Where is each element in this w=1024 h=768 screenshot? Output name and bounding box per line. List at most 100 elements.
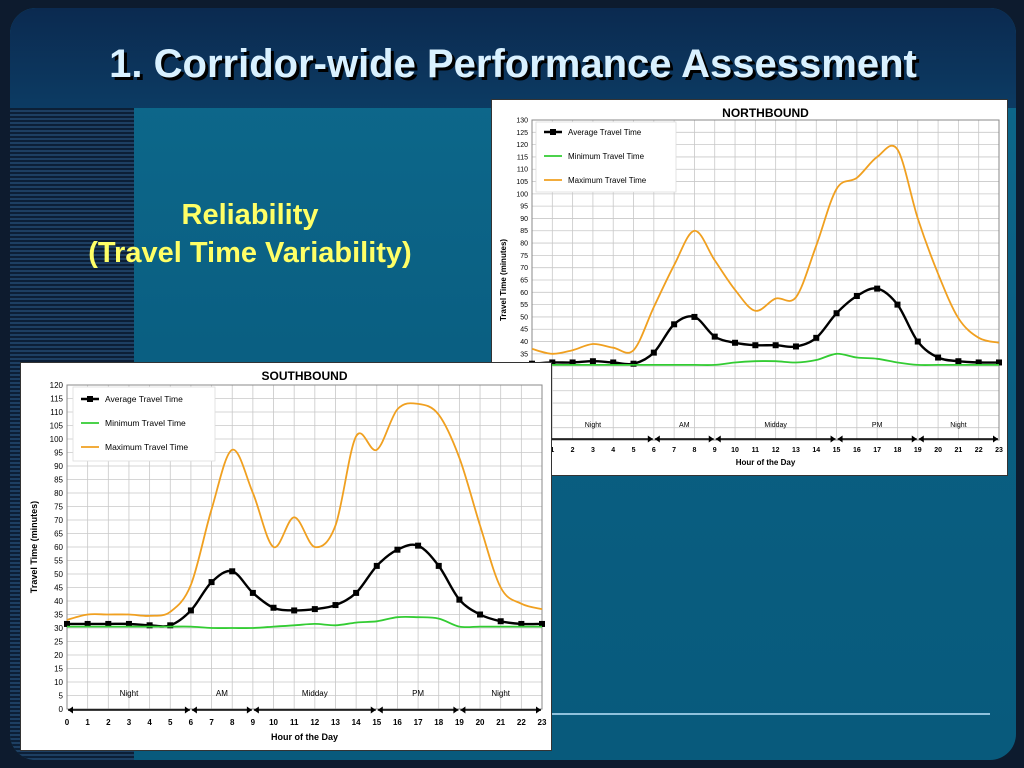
- northbound-average-marker: [792, 343, 799, 350]
- northbound-average-marker: [935, 354, 942, 361]
- southbound-average-marker: [270, 604, 277, 611]
- southbound-average-marker: [291, 607, 298, 614]
- southbound-y-tick-label: 65: [54, 529, 63, 538]
- southbound-legend-marker: [87, 396, 93, 402]
- southbound-average-marker: [497, 618, 504, 625]
- southbound-x-tick-label: 10: [269, 718, 278, 727]
- southbound-period-arrowhead: [68, 706, 73, 714]
- northbound-x-tick-label: 1: [550, 447, 554, 454]
- northbound-period-arrowhead: [830, 435, 836, 443]
- southbound-x-tick-label: 3: [127, 718, 132, 727]
- southbound-y-axis-title: Travel Time (minutes): [29, 501, 39, 593]
- northbound-average-marker: [711, 333, 718, 340]
- northbound-period-label: AM: [679, 422, 690, 429]
- northbound-y-tick-label: 75: [520, 253, 528, 260]
- southbound-average-marker: [146, 622, 153, 629]
- northbound-x-tick-label: 15: [833, 447, 841, 454]
- northbound-period-label: Night: [585, 422, 601, 429]
- southbound-x-tick-label: 20: [476, 718, 485, 727]
- southbound-y-tick-label: 15: [54, 664, 63, 673]
- northbound-y-tick-label: 125: [516, 130, 528, 137]
- northbound-period-arrowhead: [715, 435, 721, 443]
- southbound-x-tick-label: 14: [352, 718, 361, 727]
- northbound-y-tick-label: 45: [520, 327, 528, 334]
- northbound-average-marker: [853, 293, 860, 299]
- northbound-average-marker: [610, 359, 617, 366]
- northbound-average-marker: [914, 338, 921, 345]
- southbound-legend-label: Maximum Travel Time: [105, 442, 188, 452]
- northbound-series-line-minimum: [532, 352, 999, 366]
- northbound-average-marker: [975, 359, 982, 366]
- northbound-average-marker: [732, 339, 739, 346]
- northbound-x-axis-title: Hour of the Day: [736, 458, 796, 467]
- northbound-average-marker: [772, 342, 779, 349]
- northbound-average-marker: [569, 359, 576, 366]
- northbound-y-tick-label: 80: [520, 241, 528, 248]
- southbound-average-marker: [435, 562, 442, 569]
- southbound-y-tick-label: 120: [50, 381, 64, 390]
- southbound-y-tick-label: 50: [54, 570, 63, 579]
- title-bar: [10, 8, 1016, 108]
- southbound-period-arrowhead: [191, 706, 197, 714]
- southbound-y-tick-label: 85: [54, 475, 63, 484]
- southbound-y-tick-label: 45: [54, 583, 63, 592]
- southbound-series-line-maximum: [66, 402, 543, 621]
- southbound-period-label: PM: [412, 689, 424, 698]
- southbound-chart-title: SOUTHBOUND: [262, 369, 348, 383]
- northbound-y-tick-label: 70: [520, 265, 528, 272]
- southbound-y-tick-label: 80: [54, 489, 63, 498]
- southbound-x-tick-label: 8: [230, 718, 235, 727]
- southbound-period-arrowhead: [377, 706, 383, 714]
- southbound-average-marker: [477, 611, 484, 618]
- northbound-period-arrowhead: [911, 435, 917, 443]
- northbound-x-tick-label: 3: [591, 447, 595, 454]
- southbound-average-marker: [187, 607, 194, 614]
- southbound-x-tick-label: 5: [168, 718, 173, 727]
- northbound-x-tick-label: 17: [873, 447, 881, 454]
- northbound-y-tick-label: 120: [516, 142, 528, 149]
- southbound-x-tick-label: 11: [290, 718, 299, 727]
- southbound-average-marker: [353, 589, 360, 596]
- decorative-rule: [550, 713, 990, 715]
- northbound-legend-marker: [550, 129, 556, 135]
- southbound-period-label: AM: [216, 689, 228, 698]
- slide-title: 1. Corridor-wide Performance Assessment: [109, 42, 917, 86]
- northbound-y-tick-label: 105: [516, 179, 528, 186]
- northbound-y-tick-label: 130: [516, 117, 528, 124]
- northbound-average-marker: [650, 349, 657, 356]
- southbound-period-arrowhead: [536, 706, 541, 714]
- northbound-x-tick-label: 22: [975, 447, 983, 454]
- northbound-y-tick-label: 55: [520, 302, 528, 309]
- subtitle-line-2: (Travel Time Variability): [88, 237, 412, 269]
- southbound-period-arrowhead: [253, 706, 259, 714]
- northbound-chart: NORTHBOUND051015202530354045505560657075…: [491, 99, 1008, 476]
- northbound-y-tick-label: 65: [520, 277, 528, 284]
- southbound-y-tick-label: 5: [59, 691, 64, 700]
- northbound-average-marker: [813, 334, 820, 341]
- northbound-y-axis-title: Travel Time (minutes): [499, 239, 508, 321]
- southbound-legend-label: Minimum Travel Time: [105, 418, 186, 428]
- northbound-period-arrowhead: [918, 435, 924, 443]
- northbound-x-tick-label: 8: [692, 447, 696, 454]
- southbound-legend-label: Average Travel Time: [105, 394, 183, 404]
- northbound-y-tick-label: 50: [520, 314, 528, 321]
- northbound-x-tick-label: 11: [752, 447, 760, 454]
- southbound-y-tick-label: 105: [50, 421, 64, 430]
- northbound-x-tick-label: 21: [954, 447, 962, 454]
- southbound-y-tick-label: 25: [54, 637, 63, 646]
- southbound-period-label: Midday: [302, 689, 328, 698]
- southbound-x-tick-label: 17: [414, 718, 423, 727]
- northbound-x-tick-label: 18: [894, 447, 902, 454]
- northbound-average-marker: [874, 285, 881, 292]
- southbound-plot-frame: [66, 384, 543, 710]
- northbound-series-line-maximum: [531, 144, 1000, 355]
- northbound-period-label: PM: [872, 422, 883, 429]
- southbound-average-marker: [456, 596, 463, 603]
- southbound-chart: SOUTHBOUND 0 5 10 15 20 25 30 35 40 45 50 55 60 65 70 75…: [20, 362, 552, 751]
- southbound-average-marker: [415, 542, 422, 549]
- southbound-y-tick-label: 40: [54, 597, 63, 606]
- northbound-x-tick-label: 7: [672, 447, 676, 454]
- northbound-average-marker: [752, 342, 759, 349]
- southbound-average-marker: [539, 620, 545, 627]
- southbound-average-marker: [249, 589, 256, 596]
